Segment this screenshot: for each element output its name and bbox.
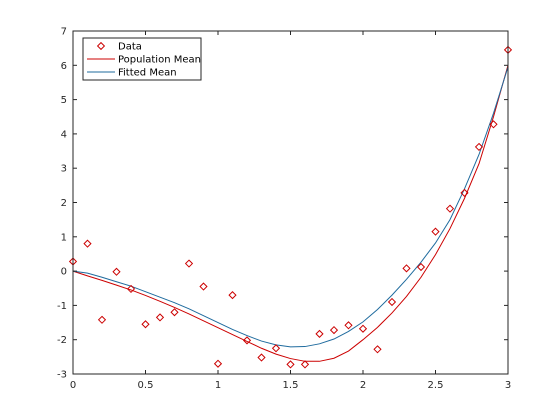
x-tick-label: 2 <box>360 380 366 391</box>
x-tick-label: 1.5 <box>283 380 299 391</box>
data-point <box>155 313 165 322</box>
axis-ticks <box>72 30 509 375</box>
axis-tick-labels: 0 0.5 1 1.5 2 2.5 3 -3 -2 -1 0 1 2 3 4 5 6 7 <box>57 27 511 392</box>
legend-label: Population Mean <box>118 55 201 66</box>
data-point <box>257 353 266 362</box>
legend-label: Data <box>118 42 142 53</box>
y-tick-label: 3 <box>61 164 67 175</box>
data-point <box>373 345 382 354</box>
data-point <box>344 321 353 330</box>
data-point <box>431 227 440 236</box>
data-point <box>126 284 136 294</box>
data-point <box>402 264 411 273</box>
y-tick-label: 6 <box>61 61 67 72</box>
data-point <box>213 359 223 368</box>
data-point <box>83 239 92 248</box>
legend-label: Fitted Mean <box>118 68 177 79</box>
data-point <box>199 282 208 291</box>
x-tick-label: 3 <box>505 380 511 391</box>
data-point <box>141 320 150 329</box>
data-point <box>184 259 194 268</box>
data-point <box>445 204 455 213</box>
series-lines <box>72 65 509 362</box>
data-point <box>315 329 324 338</box>
series-line-fitted-mean <box>72 66 509 348</box>
y-tick-label: 7 <box>61 27 67 38</box>
series-line-population-mean <box>72 65 509 362</box>
y-tick-label: 0 <box>61 267 67 278</box>
data-markers <box>68 45 513 369</box>
x-tick-label: 0.5 <box>138 380 154 391</box>
y-tick-label: -3 <box>57 370 67 381</box>
data-point <box>112 267 121 276</box>
data-point <box>474 142 484 152</box>
data-point <box>286 360 295 369</box>
data-point <box>271 344 281 353</box>
plot-area <box>73 31 508 374</box>
x-tick-label: 2.5 <box>428 380 444 391</box>
data-point <box>97 315 107 324</box>
data-point <box>358 324 368 333</box>
data-point <box>329 325 339 335</box>
data-point <box>387 297 397 307</box>
y-tick-label: -1 <box>57 301 67 312</box>
y-tick-label: 1 <box>61 232 67 243</box>
data-point <box>489 120 498 129</box>
y-tick-label: -2 <box>57 335 67 346</box>
y-tick-label: 4 <box>61 129 67 140</box>
x-tick-label: 0 <box>70 380 76 391</box>
data-point <box>300 360 310 369</box>
y-tick-label: 5 <box>61 95 67 106</box>
x-tick-label: 1 <box>215 380 221 391</box>
data-point <box>242 336 252 345</box>
legend-swatch <box>96 41 106 51</box>
legend: Data Population Mean Fitted Mean <box>82 37 202 81</box>
data-point <box>170 308 179 317</box>
data-point <box>460 188 469 198</box>
data-point <box>416 262 426 272</box>
data-point <box>228 291 237 300</box>
y-tick-label: 2 <box>61 198 67 209</box>
